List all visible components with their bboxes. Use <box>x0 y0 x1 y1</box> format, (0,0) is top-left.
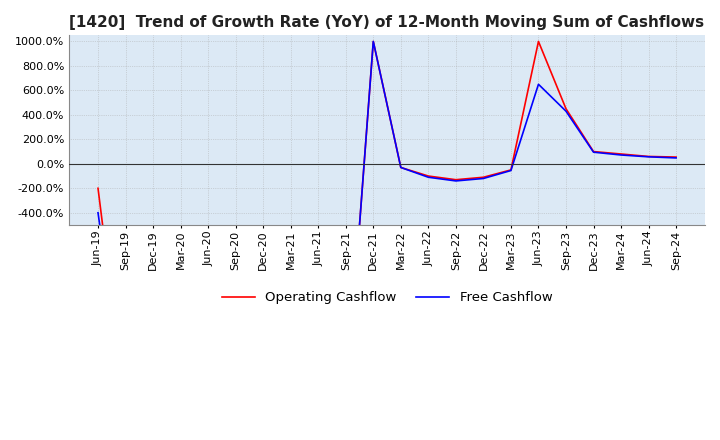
Free Cashflow <box>314 406 323 411</box>
Operating Cashflow <box>176 406 185 411</box>
Line: Operating Cashflow: Operating Cashflow <box>98 41 676 408</box>
Operating Cashflow <box>369 39 377 44</box>
Operating Cashflow <box>479 175 487 180</box>
Free Cashflow <box>176 406 185 411</box>
Operating Cashflow <box>397 165 405 170</box>
Operating Cashflow <box>644 154 653 159</box>
Free Cashflow <box>644 154 653 159</box>
Free Cashflow <box>231 406 240 411</box>
Operating Cashflow <box>94 186 102 191</box>
Free Cashflow <box>507 168 516 173</box>
Operating Cashflow <box>672 154 680 160</box>
Operating Cashflow <box>149 406 158 411</box>
Free Cashflow <box>397 165 405 170</box>
Operating Cashflow <box>231 406 240 411</box>
Free Cashflow <box>259 406 268 411</box>
Free Cashflow <box>672 155 680 161</box>
Line: Free Cashflow: Free Cashflow <box>98 41 676 408</box>
Operating Cashflow <box>617 151 626 157</box>
Operating Cashflow <box>204 406 212 411</box>
Operating Cashflow <box>121 406 130 411</box>
Operating Cashflow <box>259 406 268 411</box>
Free Cashflow <box>562 109 570 114</box>
Operating Cashflow <box>534 39 543 44</box>
Operating Cashflow <box>424 173 433 179</box>
Free Cashflow <box>287 406 295 411</box>
Free Cashflow <box>121 406 130 411</box>
Free Cashflow <box>479 176 487 181</box>
Free Cashflow <box>617 152 626 158</box>
Operating Cashflow <box>314 406 323 411</box>
Free Cashflow <box>149 406 158 411</box>
Free Cashflow <box>369 39 377 44</box>
Free Cashflow <box>204 406 212 411</box>
Free Cashflow <box>341 406 350 411</box>
Free Cashflow <box>451 178 460 183</box>
Operating Cashflow <box>287 406 295 411</box>
Operating Cashflow <box>451 177 460 182</box>
Legend: Operating Cashflow, Free Cashflow: Operating Cashflow, Free Cashflow <box>216 286 558 309</box>
Operating Cashflow <box>562 106 570 111</box>
Operating Cashflow <box>507 167 516 172</box>
Free Cashflow <box>534 82 543 87</box>
Operating Cashflow <box>589 149 598 154</box>
Free Cashflow <box>589 150 598 155</box>
Free Cashflow <box>94 210 102 215</box>
Free Cashflow <box>424 175 433 180</box>
Operating Cashflow <box>341 406 350 411</box>
Title: [1420]  Trend of Growth Rate (YoY) of 12-Month Moving Sum of Cashflows: [1420] Trend of Growth Rate (YoY) of 12-… <box>70 15 705 30</box>
